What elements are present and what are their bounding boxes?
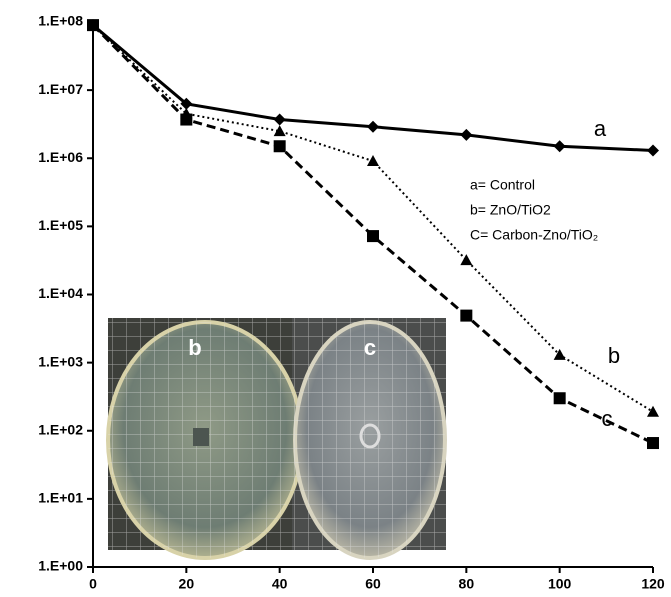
marker (273, 113, 286, 126)
marker (87, 19, 99, 32)
legend-entry: b= ZnO/TiO2 (470, 202, 551, 218)
marker (273, 140, 286, 153)
marker (647, 437, 659, 450)
marker (647, 144, 659, 157)
marker (647, 405, 659, 417)
photo-label: c (364, 335, 376, 360)
marker (367, 155, 379, 167)
line-annotation: c (602, 406, 613, 431)
y-tick-label: 1.E+03 (38, 353, 83, 369)
y-tick-label: 1.E+08 (38, 13, 83, 29)
y-tick-label: 1.E+07 (38, 81, 83, 97)
marker (553, 348, 566, 360)
marker (180, 97, 193, 110)
marker (553, 140, 566, 153)
marker (367, 120, 379, 133)
legend-entry: C= Carbon-Zno/TiO₂ (470, 227, 598, 243)
x-tick-label: 0 (89, 576, 97, 592)
marker (460, 128, 473, 141)
y-tick-label: 1.E+00 (38, 558, 83, 574)
marker (180, 113, 193, 126)
y-tick-label: 1.E+04 (38, 285, 83, 301)
x-tick-label: 60 (365, 576, 381, 592)
y-tick-label: 1.E+01 (38, 490, 83, 506)
photo-label: b (188, 335, 201, 360)
marker (273, 125, 286, 137)
inset-photo (106, 318, 447, 560)
y-tick-label: 1.E+02 (38, 421, 83, 437)
marker (367, 230, 379, 243)
marker (460, 309, 473, 322)
x-tick-label: 80 (459, 576, 475, 592)
line-annotation: b (608, 343, 620, 368)
marker (460, 254, 473, 266)
line-annotation: a (594, 116, 607, 141)
x-tick-label: 120 (641, 576, 665, 592)
x-tick-label: 40 (272, 576, 288, 592)
legend-entry: a= Control (470, 177, 535, 193)
y-tick-label: 1.E+06 (38, 149, 83, 165)
marker (553, 392, 566, 405)
x-tick-label: 100 (548, 576, 572, 592)
y-tick-label: 1.E+05 (38, 217, 83, 233)
x-tick-label: 20 (179, 576, 195, 592)
